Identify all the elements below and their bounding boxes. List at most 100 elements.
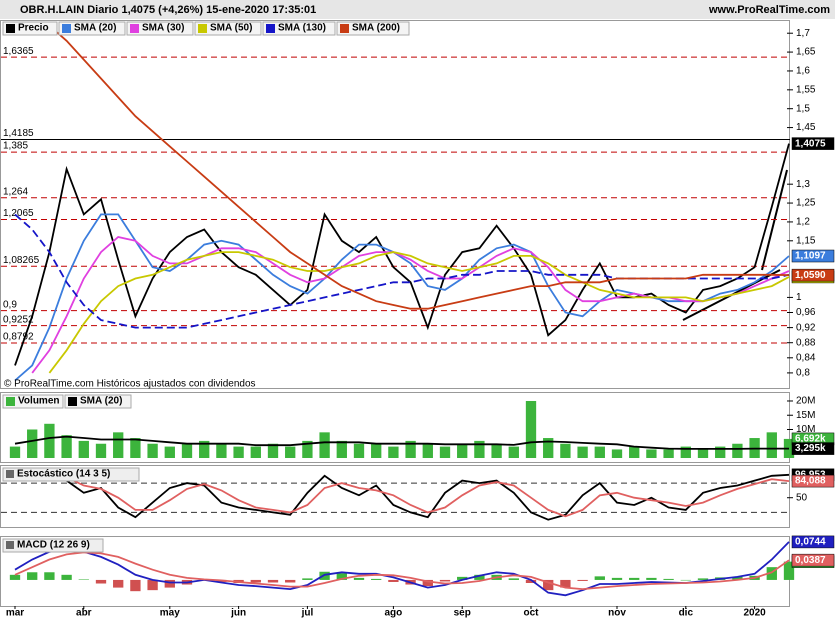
legend-box — [2, 394, 64, 409]
legend-box — [262, 21, 336, 36]
y-tick-label: 0,84 — [796, 352, 816, 363]
bar — [457, 443, 468, 458]
bar — [646, 449, 657, 458]
legend-label: Precio — [18, 23, 49, 34]
bar — [147, 443, 158, 458]
legend-swatch — [6, 24, 15, 33]
bar — [302, 440, 313, 458]
bar — [267, 443, 279, 458]
legend-title: MACD (12 26 9) — [17, 540, 90, 551]
bar — [27, 572, 38, 580]
header-site: www.ProRealTime.com — [708, 4, 830, 16]
bar — [371, 578, 382, 580]
panel-border — [0, 465, 790, 528]
legend-box — [336, 21, 410, 36]
x-tick-label: nov — [608, 608, 626, 619]
bar — [646, 577, 657, 580]
bar — [766, 567, 777, 580]
bar — [629, 446, 640, 458]
bar — [577, 446, 588, 458]
bar — [766, 432, 777, 458]
legend-label: SMA (20) — [74, 23, 116, 34]
bar — [371, 443, 382, 458]
y-tick-label: 0,88 — [796, 337, 816, 348]
y-tick-label: 1,7 — [796, 28, 810, 39]
bar — [302, 578, 313, 580]
y-tick-label: 0,92 — [796, 322, 816, 333]
bar — [543, 579, 554, 591]
series-line — [48, 251, 790, 374]
series-line — [14, 551, 790, 591]
bar — [319, 432, 330, 458]
bar — [164, 579, 175, 588]
x-tick-label: 2020 — [743, 608, 766, 619]
value-box — [791, 535, 835, 549]
y-tick-label: 1,65 — [796, 47, 816, 58]
legend-box — [2, 21, 58, 36]
x-tick-label: sep — [454, 608, 471, 619]
bar — [130, 438, 141, 458]
x-tick-label: jun — [230, 608, 246, 619]
legend-swatch — [6, 541, 14, 549]
value-box-label: 3,295k — [795, 443, 826, 454]
legend-label: SMA (30) — [142, 23, 184, 34]
bar — [715, 446, 726, 458]
legend-label: SMA (20) — [80, 396, 122, 407]
value-box-label: 6,692k — [795, 434, 826, 445]
bar — [474, 440, 485, 458]
y-tick-label: 1,55 — [796, 84, 816, 95]
level-label: 1,2065 — [3, 208, 34, 219]
bar — [388, 579, 399, 582]
legend-label: SMA (200) — [352, 23, 400, 34]
bar — [113, 432, 124, 458]
legend-swatch — [340, 24, 349, 33]
series-line — [14, 213, 790, 329]
y-tick-label: 0,96 — [796, 307, 816, 318]
x-tick-label: may — [160, 608, 180, 619]
value-box — [791, 553, 835, 567]
level-label: 0,9252 — [3, 314, 34, 325]
x-tick-label: mar — [6, 608, 24, 619]
bar — [285, 579, 296, 583]
level-label: 0,8792 — [3, 332, 34, 343]
y-tick-label: 1,25 — [796, 198, 816, 209]
bar — [9, 574, 21, 580]
bar — [61, 435, 72, 458]
bar — [130, 579, 141, 592]
value-box-label: 1,0590 — [795, 270, 826, 281]
value-box-label: 0,0744 — [795, 537, 826, 548]
bar — [474, 574, 485, 580]
bar — [439, 579, 451, 582]
value-box — [791, 137, 835, 150]
bar — [250, 579, 261, 583]
legend-label: SMA (50) — [210, 23, 252, 34]
bar — [233, 446, 244, 458]
bar — [44, 423, 55, 458]
y-tick-label: 1,5 — [796, 103, 810, 114]
y-tick-label: 1 — [796, 292, 802, 303]
bar — [95, 579, 107, 584]
x-tick-label: ago — [385, 608, 403, 619]
bar — [611, 449, 623, 458]
bar — [732, 576, 743, 580]
value-box-label: 84,088 — [795, 476, 826, 487]
bar — [680, 579, 691, 581]
bar — [560, 443, 571, 458]
bar — [525, 400, 537, 458]
series-line — [14, 213, 790, 382]
level-label: 0,9 — [3, 299, 17, 310]
bar — [594, 446, 605, 458]
bar — [199, 440, 210, 458]
bar — [181, 443, 193, 458]
panel-border — [0, 392, 790, 463]
legend-title: Estocástico (14 3 5) — [17, 469, 110, 480]
legend-box — [194, 21, 262, 36]
bar — [164, 446, 175, 458]
bar — [663, 578, 674, 580]
level-label: 1,385 — [3, 141, 28, 152]
bar — [457, 576, 468, 580]
bar — [663, 449, 674, 458]
bar — [508, 446, 519, 458]
bar — [543, 438, 554, 458]
bar — [27, 429, 38, 458]
